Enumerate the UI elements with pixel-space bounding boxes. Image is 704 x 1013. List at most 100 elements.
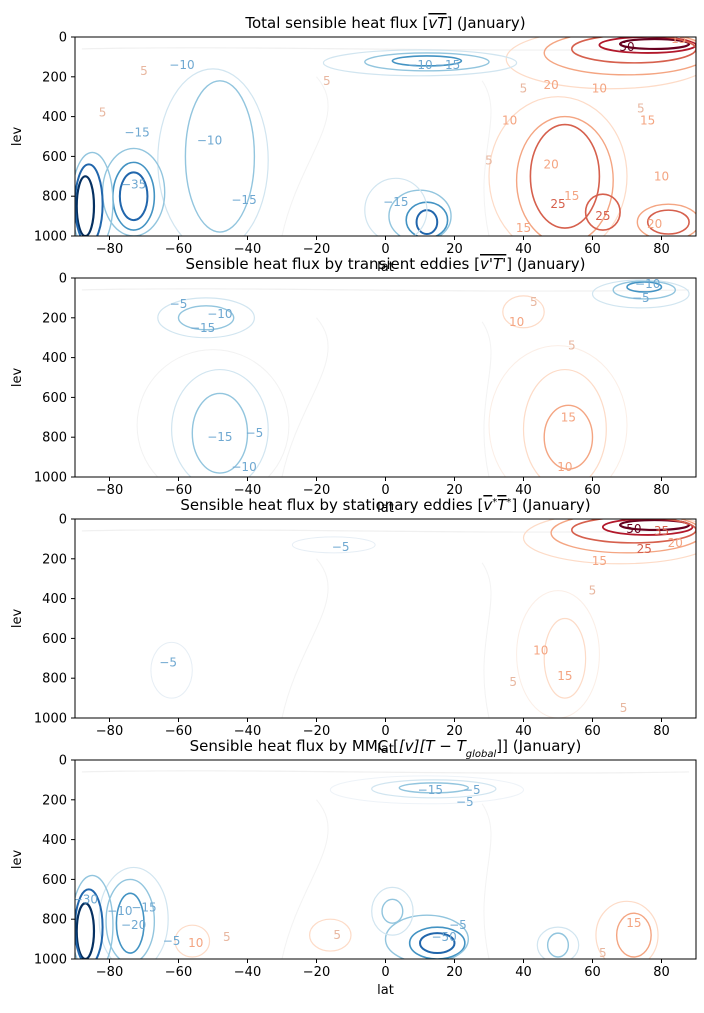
x-tick-label: −40 (234, 724, 261, 739)
x-tick-label: −40 (234, 965, 261, 980)
contour-line (571, 519, 696, 544)
x-tick-label: 80 (653, 483, 670, 498)
contour-label: 25 (595, 209, 610, 223)
contour-line (619, 519, 691, 532)
contour-line (398, 782, 469, 794)
x-tick-label: 40 (515, 724, 532, 739)
contour-line (371, 886, 414, 936)
contour-label: −15 (383, 195, 408, 209)
contour-line (371, 779, 497, 799)
contour-label: −5 (632, 291, 650, 305)
contour-line (516, 590, 600, 718)
contour-label: −10 (407, 58, 432, 72)
contour-label: −30 (73, 892, 98, 906)
y-tick-label: 0 (59, 31, 67, 46)
x-tick-label: 40 (515, 965, 532, 980)
contour-line (522, 519, 696, 565)
y-tick-label: 400 (42, 833, 67, 848)
contour-line (191, 392, 249, 474)
contour-label: −5 (463, 783, 481, 797)
contour-label: 15 (564, 189, 579, 203)
contour-line-zero (81, 770, 690, 774)
contour-label: −15 (207, 430, 232, 444)
contour-line (150, 641, 193, 699)
contour-line (75, 902, 96, 959)
contour-label: 10 (557, 460, 572, 474)
contour-label: 25 (550, 197, 565, 211)
x-tick-label: −80 (96, 242, 123, 257)
contour-label: 20 (543, 157, 558, 171)
contour-line (118, 171, 149, 222)
x-tick-label: 80 (653, 242, 670, 257)
contour-label: 15 (626, 916, 641, 930)
x-tick-label: −20 (303, 724, 330, 739)
contour-label: 5 (589, 584, 597, 598)
contour-line (612, 280, 677, 300)
contour-label: −10 (169, 58, 194, 72)
x-tick-label: 60 (584, 483, 601, 498)
contour-line (488, 345, 628, 477)
contour-line (529, 123, 601, 229)
y-axis-label: lev (10, 609, 25, 629)
y-tick-label: 0 (59, 513, 67, 528)
contour-label: −5 (456, 795, 474, 809)
x-axis-label: lat (377, 501, 394, 516)
x-tick-label: −80 (96, 724, 123, 739)
y-tick-label: 400 (42, 110, 67, 125)
chart-title: Sensible heat flux by stationary eddies … (180, 496, 590, 514)
contour-label: 5 (530, 295, 538, 309)
contour-line (174, 924, 211, 958)
x-axis-label: lat (377, 983, 394, 998)
contour-label: 50 (619, 40, 634, 54)
y-tick-label: 1000 (34, 230, 67, 245)
contour-line (591, 279, 690, 309)
contour-line (408, 926, 466, 959)
contour-line (391, 55, 463, 67)
contour-label: −15 (131, 900, 156, 914)
contour-line (615, 912, 652, 958)
contour-line (543, 617, 587, 699)
contour-line (105, 878, 156, 959)
y-axis-label: lev (10, 127, 25, 147)
x-tick-label: −20 (303, 483, 330, 498)
y-tick-label: 200 (42, 552, 67, 567)
x-axis-label: lat (377, 260, 394, 275)
contour-line (98, 866, 169, 959)
contour-line (75, 163, 104, 236)
contour-line (115, 892, 145, 954)
contour-label: −15 (231, 193, 256, 207)
contour-label: −15 (435, 58, 460, 72)
x-tick-label: 0 (381, 965, 389, 980)
contour-label: 20 (543, 78, 558, 92)
contour-label: −5 (246, 426, 264, 440)
contour-label: −15 (190, 321, 215, 335)
contour-line (543, 404, 594, 470)
contour-line (419, 932, 456, 955)
contour-label: −10 (107, 904, 132, 918)
contour-label: −15 (418, 783, 443, 797)
contour-line-zero (281, 76, 329, 236)
x-tick-label: −40 (234, 483, 261, 498)
contour-line (177, 305, 235, 331)
contour-label: 10 (592, 82, 607, 96)
y-tick-label: 400 (42, 351, 67, 366)
contour-line (329, 775, 524, 805)
contour-line-zero (281, 317, 329, 477)
contour-line (646, 209, 690, 235)
contour-line (291, 536, 376, 554)
contour-label: 5 (99, 106, 107, 120)
contour-label: −10 (207, 307, 232, 321)
x-tick-label: 60 (584, 965, 601, 980)
y-tick-label: 800 (42, 431, 67, 446)
x-tick-label: 20 (446, 724, 463, 739)
contour-line (364, 52, 490, 72)
y-tick-label: 1000 (34, 471, 67, 486)
contour-line (626, 281, 663, 293)
y-tick-label: 200 (42, 70, 67, 85)
y-tick-label: 0 (59, 754, 67, 769)
contour-label: 5 (599, 946, 607, 960)
x-tick-label: 60 (584, 242, 601, 257)
